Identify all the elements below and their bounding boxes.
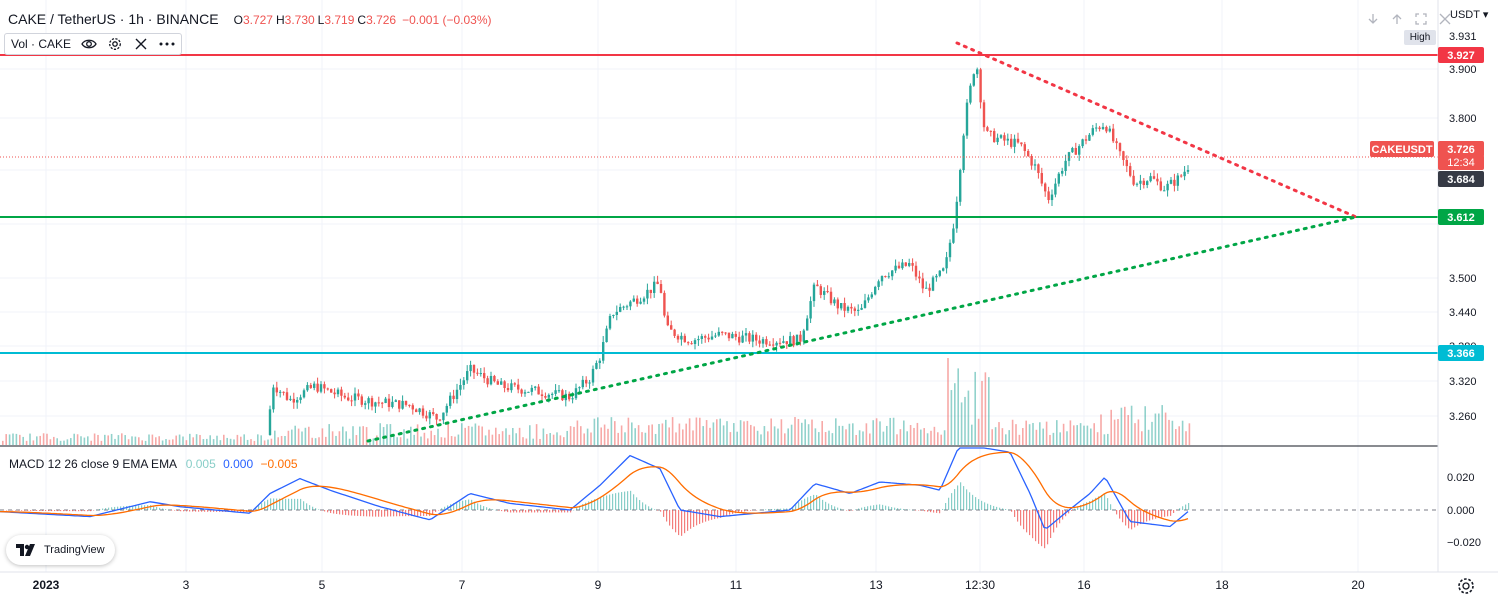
price-tick: 3.260 [1449,411,1477,423]
high-tag: High [1404,30,1436,45]
ascending-trendline[interactable] [366,215,1358,443]
macd-hist-value: 0.005 [185,457,216,471]
open-key: O [233,13,243,27]
chevron-down-icon: ▾ [1482,9,1489,21]
time-tick: 5 [319,578,326,592]
signal-line [0,451,1189,522]
price-tick: 3.440 [1449,307,1477,319]
gear-icon[interactable] [107,36,123,52]
close-icon[interactable] [133,36,149,52]
symbol-title[interactable]: CAKE / TetherUS · 1h · BINANCE [8,11,219,27]
price-tick: 3.800 [1449,113,1477,125]
macd-tick: 0.000 [1447,505,1475,517]
time-tick: 9 [595,578,602,592]
time-tick: 7 [459,578,466,592]
tradingview-logo-icon [16,544,35,556]
signal-value: −0.005 [260,457,298,471]
tradingview-logo[interactable]: TradingView [6,535,115,565]
low-key: L [317,13,325,27]
symbol-price-tag: CAKEUSDT [1371,144,1432,156]
resistance-price-label: 3.927 [1447,50,1475,62]
close-pane-icon[interactable] [1436,10,1454,28]
time-tick: 13 [869,578,883,592]
countdown-label: 12:34 [1447,157,1475,169]
last-price-label: 3.726 [1447,144,1475,156]
open-value: 3.727 [242,13,273,27]
price-tick: 3.931 [1449,31,1477,43]
last-price-label-box [1438,141,1484,157]
currency-label: USDT [1450,9,1480,21]
base-price-label: 3.366 [1447,348,1475,360]
symbol-price-tag-box [1370,141,1434,157]
chart-settings-gear-icon[interactable] [1456,576,1476,596]
macd-tick: −0.020 [1447,537,1481,549]
chart-toolbar [1364,10,1454,28]
countdown-label-box [1438,155,1484,170]
candlesticks [268,67,1190,436]
close-value: 3.726 [366,13,397,27]
support-price-label-box [1438,209,1484,225]
time-tick: 11 [730,578,743,592]
change-value: −0.001 (−0.03%) [402,13,492,27]
support-price-label: 3.612 [1447,212,1475,224]
macd-legend-label: MACD 12 26 close 9 EMA EMA [9,457,177,471]
price-tick: 3.500 [1449,273,1477,285]
more-icon[interactable] [159,36,175,52]
time-tick: 3 [183,578,190,592]
time-tick: 18 [1215,578,1229,592]
macd-axis-ticks[interactable]: 0.020 0.000 −0.020 [1447,472,1481,549]
eye-icon[interactable] [81,36,97,52]
time-axis-ticks[interactable]: 2023 3 5 7 9 11 13 12:30 16 18 20 [33,578,1365,592]
low-value: 3.719 [324,13,355,27]
chart-grid [0,0,1438,572]
price-tick: 3.320 [1449,376,1477,388]
macd-line [0,447,1189,529]
price-tick: 3.900 [1449,64,1477,76]
base-price-label-box [1438,345,1484,361]
prev-close-label: 3.684 [1447,174,1475,186]
volume-bars [2,358,1191,445]
maximize-icon[interactable] [1412,10,1430,28]
close-key: C [357,13,367,27]
macd-tick: 0.020 [1447,472,1475,484]
descending-trendline[interactable] [955,41,1358,219]
time-tick: 2023 [33,578,60,592]
time-tick: 20 [1351,578,1365,592]
macd-value: 0.000 [223,457,254,471]
macd-histogram [0,482,1190,549]
high-key: H [275,13,285,27]
volume-indicator-label: Vol · CAKE [11,37,72,51]
time-tick: 12:30 [965,578,995,592]
volume-indicator-pill[interactable]: Vol · CAKE [4,33,183,55]
macd-legend[interactable]: MACD 12 26 close 9 EMA EMA 0.005 0.000 −… [9,457,298,471]
time-tick: 16 [1077,578,1091,592]
prev-close-label-box [1438,171,1484,187]
arrow-down-icon[interactable] [1364,10,1382,28]
resistance-price-label-box [1438,47,1484,63]
currency-selector[interactable]: USDT ▾ [1450,8,1488,21]
tradingview-logo-text: TradingView [44,544,105,556]
arrow-up-icon[interactable] [1388,10,1406,28]
high-value: 3.730 [284,13,315,27]
